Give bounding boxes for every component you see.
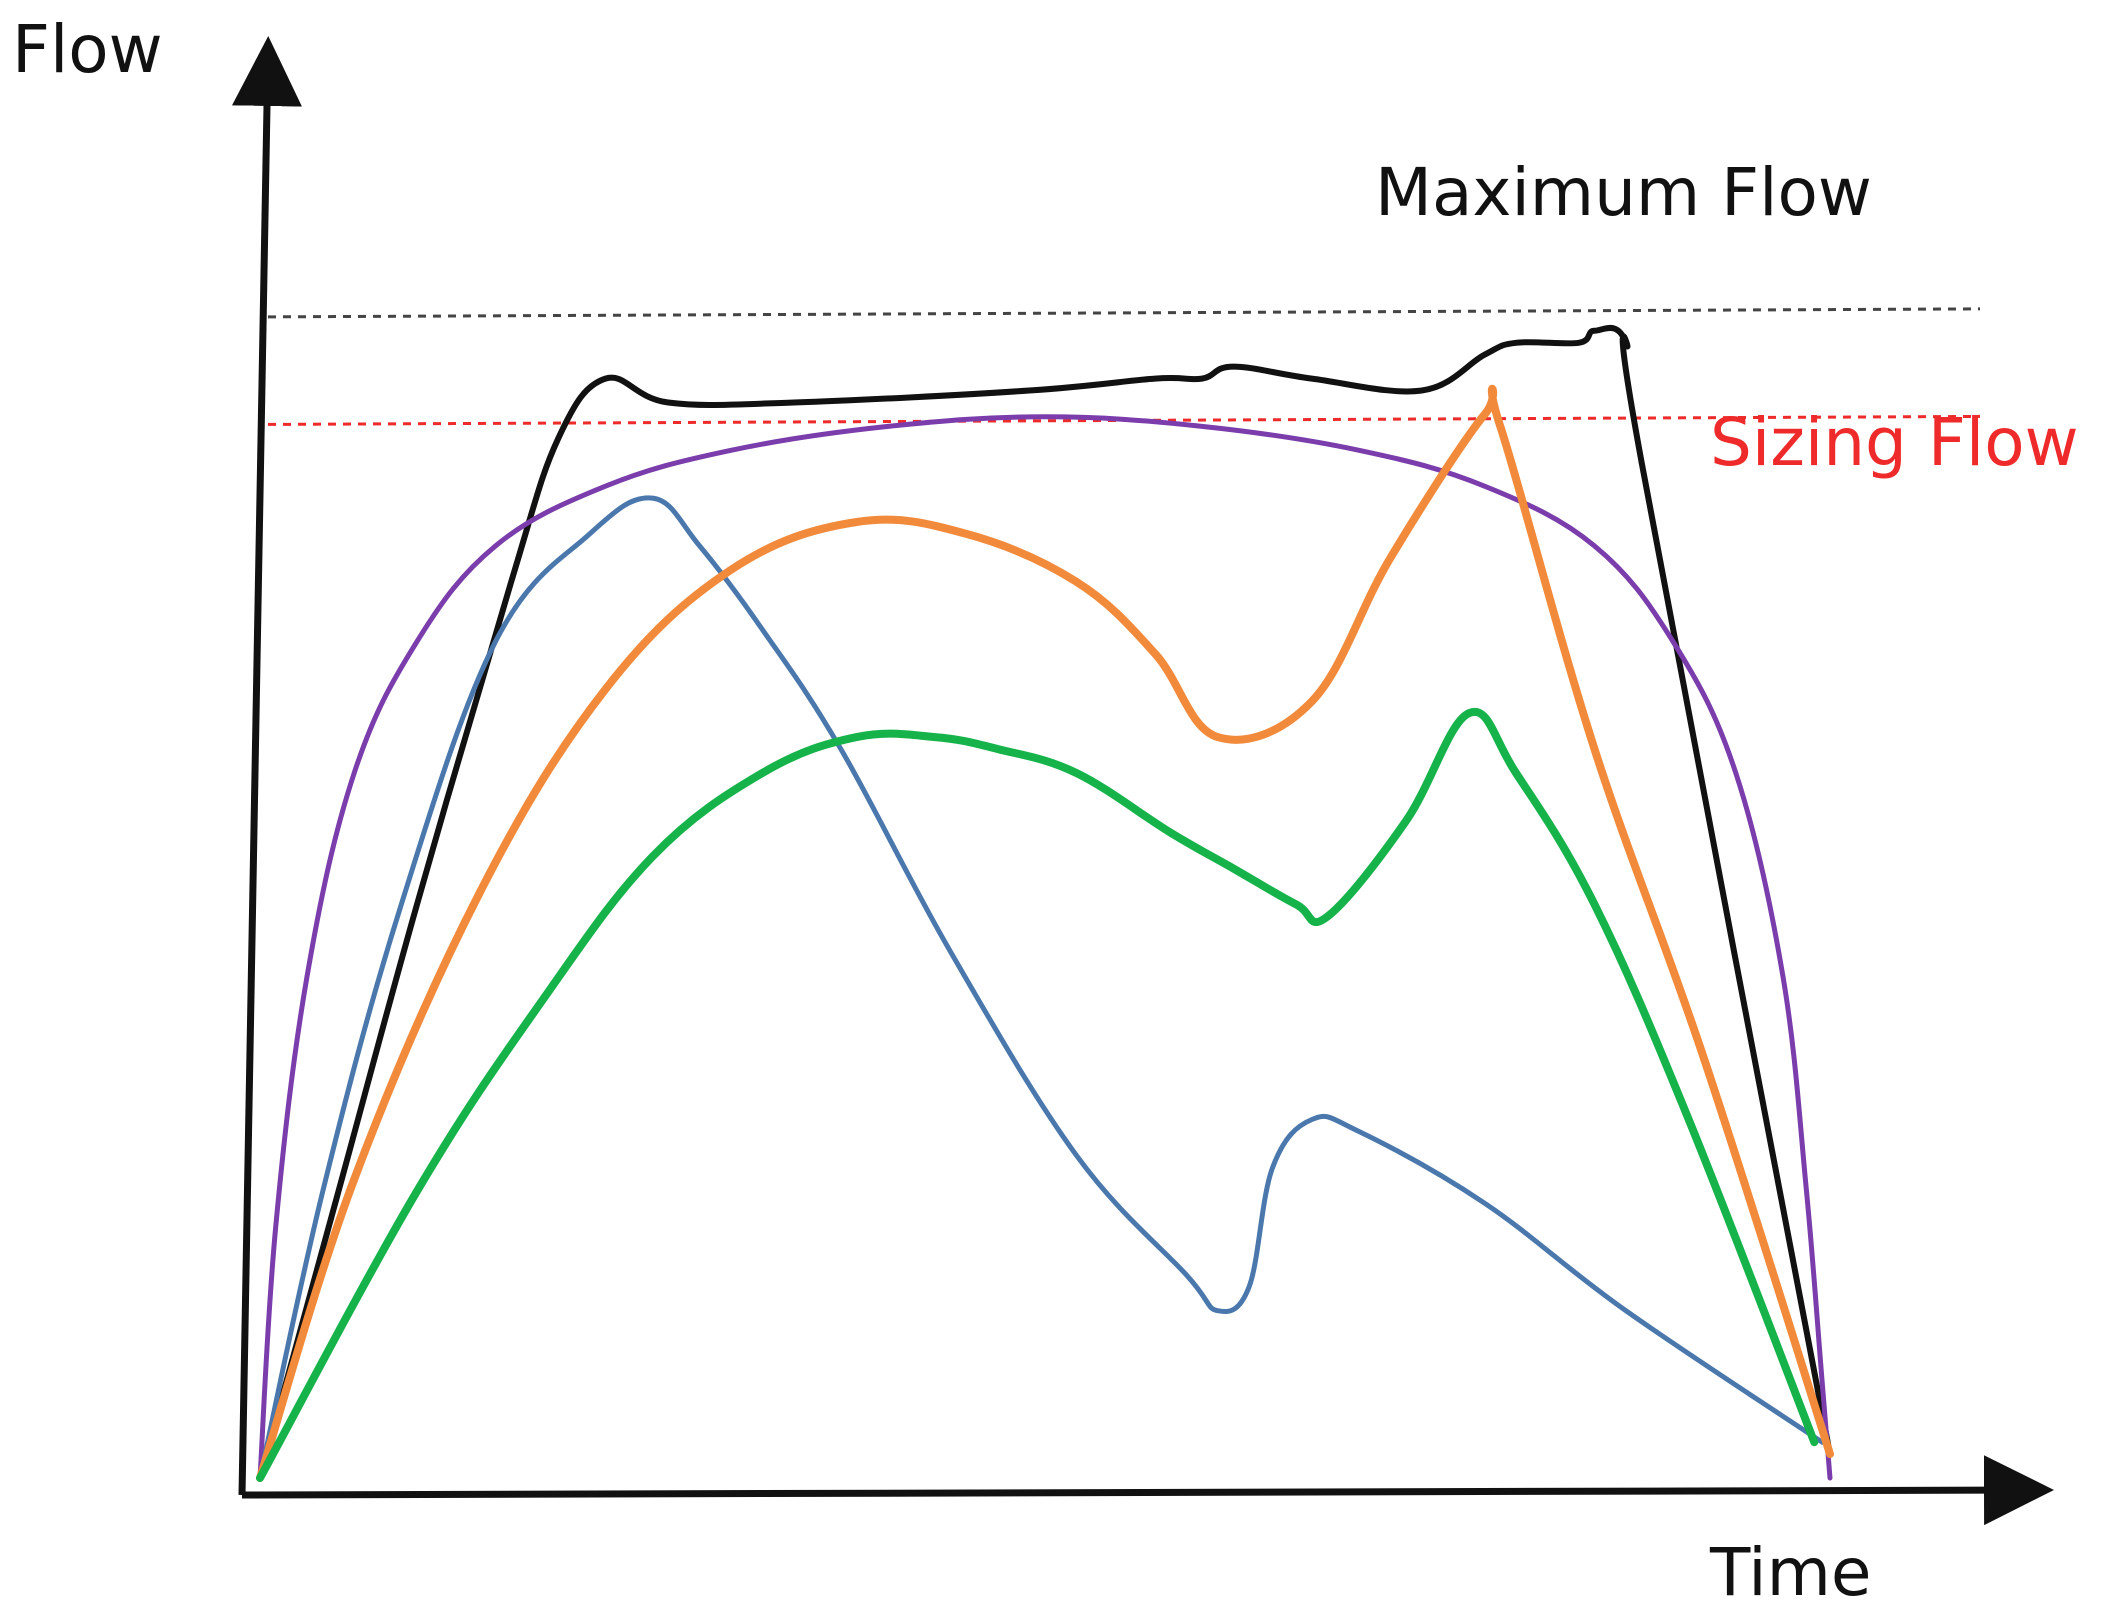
series-line-orange (256, 384, 1834, 1482)
x-axis-label: Time (1709, 1534, 1872, 1611)
series-line-black (257, 324, 1833, 1481)
series-line-green (256, 707, 1819, 1482)
y-axis-label: Flow (12, 11, 163, 88)
maximum-flow-label: Maximum Flow (1375, 154, 1872, 231)
sizing-flow-label: Sizing Flow (1710, 404, 2079, 481)
x-axis (241, 1455, 2054, 1526)
maximum-flow-line (267, 307, 1981, 319)
series-layer (256, 324, 1834, 1482)
series-line-blue (257, 495, 1825, 1481)
series-line-purple (257, 414, 1833, 1481)
y-axis (231, 36, 302, 1496)
